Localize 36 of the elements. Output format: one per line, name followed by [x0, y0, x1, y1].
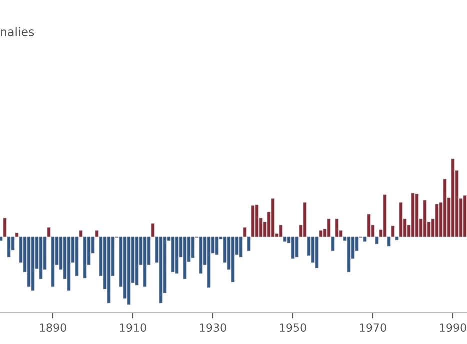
bar: [231, 236, 235, 282]
bar: [175, 236, 179, 274]
bar: [171, 236, 175, 272]
bar: [135, 236, 139, 286]
bar: [347, 236, 351, 272]
bar: [27, 236, 31, 288]
bar: [127, 236, 131, 306]
bar: [451, 158, 455, 238]
bar: [411, 193, 415, 238]
bar: [415, 194, 419, 238]
bar: [423, 200, 427, 238]
bar: [183, 236, 187, 280]
bar: [31, 236, 35, 292]
bar: [159, 236, 163, 304]
x-tick-label: 1990: [440, 324, 466, 332]
x-tick-label: 1950: [280, 324, 306, 332]
bar: [463, 196, 467, 238]
bar: [191, 236, 195, 258]
bar: [39, 236, 43, 280]
bar: [435, 204, 439, 238]
bar: [255, 204, 259, 238]
bar: [215, 236, 219, 256]
bar: [207, 236, 211, 288]
bar: [291, 236, 295, 260]
bar: [399, 202, 403, 238]
x-tick-label: 1890: [40, 324, 66, 332]
chart-title: nalies: [1, 27, 34, 36]
bar: [443, 179, 447, 238]
x-tick-label: 1910: [120, 324, 146, 332]
bar: [199, 236, 203, 274]
bar: [271, 198, 275, 238]
bar: [67, 236, 71, 292]
bar: [143, 236, 147, 288]
bar: [107, 236, 111, 304]
x-tick-label: 1970: [360, 324, 386, 332]
x-tick-label: 1930: [200, 324, 226, 332]
